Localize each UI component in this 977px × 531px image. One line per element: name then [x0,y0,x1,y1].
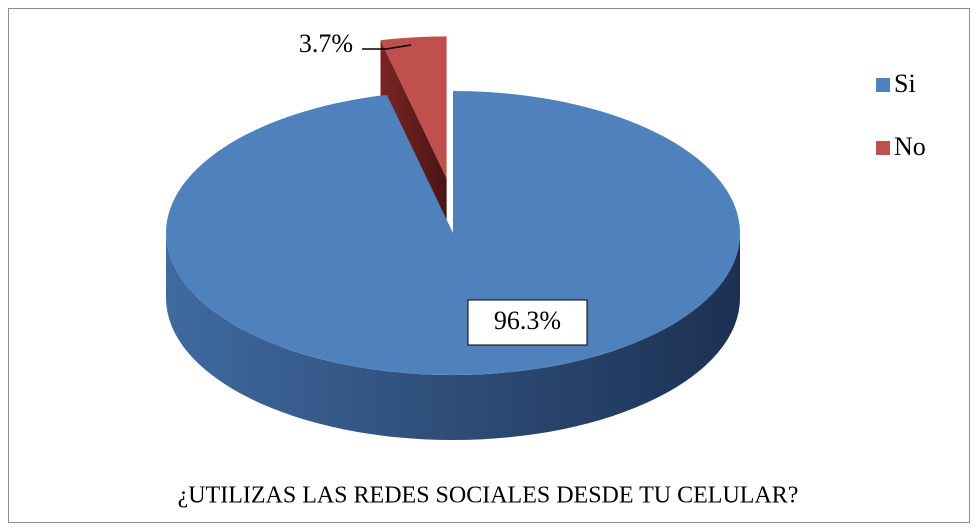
legend-label: Si [894,69,916,98]
data-label: 96.3% [494,306,561,335]
legend-swatch [876,141,890,155]
chart-title: ¿UTILIZAS LAS REDES SOCIALES DESDE TU CE… [178,483,799,509]
data-label: 3.7% [299,29,353,58]
pie-slice [166,91,741,376]
legend-swatch [876,78,890,92]
leader-line [362,44,412,50]
data-label-box [467,299,588,346]
legend-label: No [894,132,926,161]
pie-slice-side [166,233,740,440]
pie-slice [380,36,447,179]
